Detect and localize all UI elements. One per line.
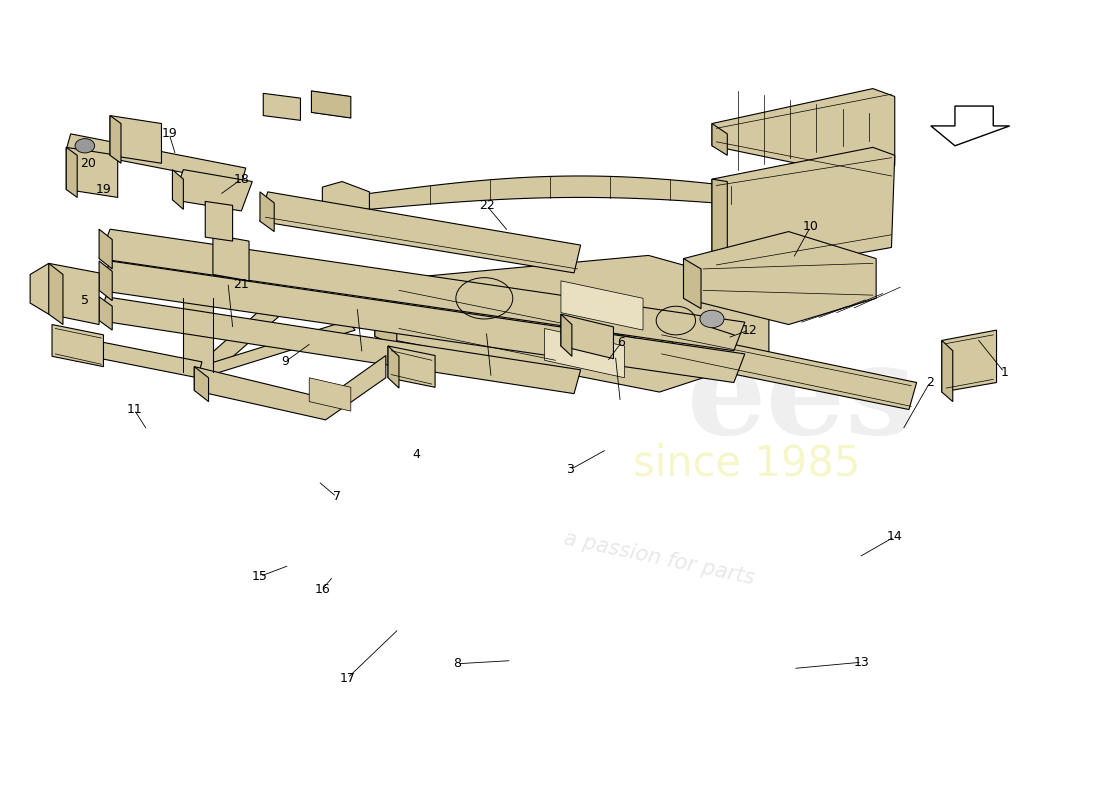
Text: 16: 16 bbox=[315, 582, 330, 595]
Polygon shape bbox=[260, 192, 581, 273]
Text: 5: 5 bbox=[81, 294, 89, 307]
Polygon shape bbox=[99, 261, 745, 382]
Text: 2: 2 bbox=[926, 376, 934, 389]
Text: 9: 9 bbox=[282, 355, 289, 368]
Text: a passion for parts: a passion for parts bbox=[562, 529, 757, 589]
Text: 10: 10 bbox=[803, 220, 818, 234]
Text: ees: ees bbox=[686, 339, 916, 461]
Polygon shape bbox=[99, 261, 112, 301]
Polygon shape bbox=[322, 182, 370, 211]
Text: 22: 22 bbox=[478, 199, 494, 212]
Polygon shape bbox=[544, 329, 625, 378]
Polygon shape bbox=[99, 229, 745, 350]
Polygon shape bbox=[309, 378, 351, 411]
Text: 8: 8 bbox=[453, 658, 461, 670]
Polygon shape bbox=[683, 231, 876, 325]
Polygon shape bbox=[375, 255, 769, 392]
Text: 17: 17 bbox=[340, 671, 355, 685]
Polygon shape bbox=[712, 179, 727, 282]
Polygon shape bbox=[195, 301, 285, 378]
Polygon shape bbox=[66, 147, 118, 198]
Text: since 1985: since 1985 bbox=[634, 442, 860, 485]
Polygon shape bbox=[99, 229, 112, 269]
Circle shape bbox=[75, 138, 95, 153]
Polygon shape bbox=[388, 346, 399, 388]
Text: 18: 18 bbox=[233, 173, 250, 186]
Polygon shape bbox=[213, 234, 249, 281]
Text: 11: 11 bbox=[126, 403, 142, 416]
Polygon shape bbox=[942, 341, 953, 402]
Polygon shape bbox=[370, 176, 791, 210]
Circle shape bbox=[700, 310, 724, 328]
Polygon shape bbox=[931, 106, 1010, 146]
Text: 19: 19 bbox=[96, 183, 111, 196]
Polygon shape bbox=[658, 330, 672, 368]
Text: 13: 13 bbox=[854, 656, 870, 669]
Polygon shape bbox=[658, 330, 916, 410]
Polygon shape bbox=[561, 314, 614, 358]
Polygon shape bbox=[30, 263, 99, 325]
Polygon shape bbox=[52, 325, 103, 366]
Polygon shape bbox=[48, 263, 63, 325]
Polygon shape bbox=[206, 202, 232, 241]
Polygon shape bbox=[173, 170, 184, 210]
Polygon shape bbox=[195, 355, 386, 420]
Text: 1: 1 bbox=[1000, 366, 1008, 378]
Polygon shape bbox=[311, 91, 351, 118]
Text: 15: 15 bbox=[252, 570, 268, 583]
Polygon shape bbox=[712, 123, 727, 155]
Polygon shape bbox=[110, 115, 121, 163]
Polygon shape bbox=[263, 94, 300, 120]
Polygon shape bbox=[99, 297, 112, 330]
Polygon shape bbox=[561, 314, 572, 356]
Text: 7: 7 bbox=[332, 490, 341, 503]
Polygon shape bbox=[712, 147, 894, 279]
Polygon shape bbox=[184, 298, 213, 372]
Text: 14: 14 bbox=[887, 530, 903, 543]
Polygon shape bbox=[712, 89, 894, 179]
Text: 3: 3 bbox=[565, 463, 573, 477]
Polygon shape bbox=[260, 192, 274, 231]
Polygon shape bbox=[561, 281, 644, 330]
Polygon shape bbox=[110, 115, 162, 163]
Text: 19: 19 bbox=[162, 127, 177, 140]
Polygon shape bbox=[375, 281, 397, 346]
Polygon shape bbox=[173, 170, 252, 211]
Text: 4: 4 bbox=[412, 447, 420, 461]
Polygon shape bbox=[195, 321, 355, 378]
Text: 6: 6 bbox=[617, 336, 625, 350]
Polygon shape bbox=[683, 258, 701, 309]
Polygon shape bbox=[942, 330, 997, 392]
Polygon shape bbox=[77, 338, 202, 378]
Polygon shape bbox=[99, 297, 581, 394]
Polygon shape bbox=[66, 147, 77, 198]
Text: 12: 12 bbox=[741, 323, 757, 337]
Polygon shape bbox=[195, 366, 209, 402]
Text: 21: 21 bbox=[233, 278, 250, 291]
Polygon shape bbox=[388, 346, 436, 387]
Polygon shape bbox=[66, 134, 245, 184]
Text: 20: 20 bbox=[80, 157, 96, 170]
